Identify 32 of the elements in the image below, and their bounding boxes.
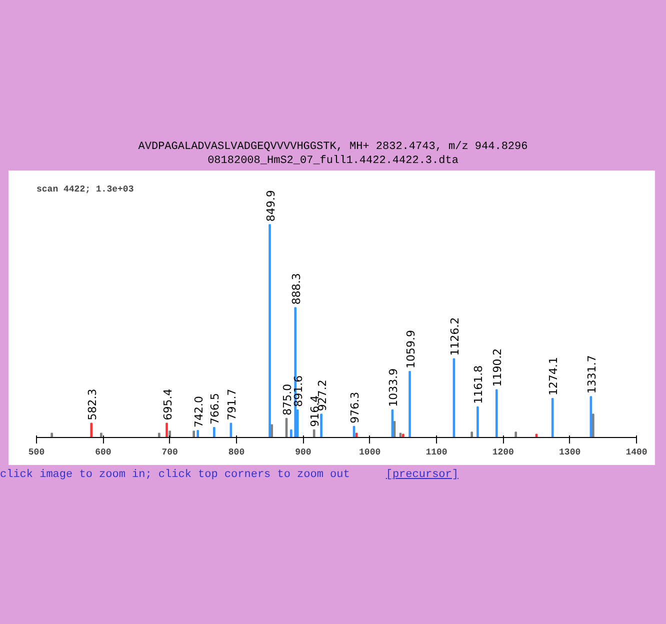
annotation: 976.3 [348, 392, 362, 424]
annotation: 875.0 [281, 384, 294, 416]
x-tick-label: 600 [95, 448, 112, 458]
annotation: 766.5 [208, 392, 222, 424]
chart-subtitle: 08182008_HmS2_07_full1.4422.4422.3.dta [208, 154, 458, 168]
chart-title: AVDPAGALADVASLVADGEQVVVVHGGSTK, MH+ 2832.4743, m/z 944.8296 [138, 140, 528, 154]
x-tick-label: 1100 [426, 448, 448, 458]
annotation: 888.3 [290, 273, 303, 305]
x-tick-label: 500 [28, 448, 45, 458]
text: [precursor] [386, 469, 458, 481]
annotation: 1274.1 [547, 357, 560, 396]
annotation: 791.7 [225, 388, 238, 420]
x-tick-label: 1300 [559, 448, 581, 458]
x-tick-label: 800 [228, 448, 245, 458]
annotation: 1033.9 [386, 368, 400, 407]
annotation: 849.9 [264, 190, 278, 222]
x-tick-label: 1000 [359, 448, 381, 458]
text: scan 4422; 1.3e+03 [36, 184, 134, 194]
x-tick-label: 700 [162, 448, 178, 458]
annotation: 742.0 [192, 396, 206, 428]
annotation: 1331.7 [585, 355, 598, 394]
annotation: 1161.8 [472, 365, 486, 404]
annotation: 1190.2 [491, 348, 504, 387]
text: click image to zoom in; click top corners to zoom out [0, 469, 350, 481]
annotation: 582.3 [86, 388, 99, 420]
x-tick-label: 1400 [626, 448, 648, 458]
annotation: 1126.2 [448, 317, 462, 356]
x-tick-label: 900 [295, 448, 312, 458]
x-tick-label: 1200 [492, 448, 514, 458]
annotation: 695.4 [161, 388, 174, 420]
annotation: 1059.9 [404, 330, 418, 368]
annotation: 891.6 [292, 375, 306, 407]
